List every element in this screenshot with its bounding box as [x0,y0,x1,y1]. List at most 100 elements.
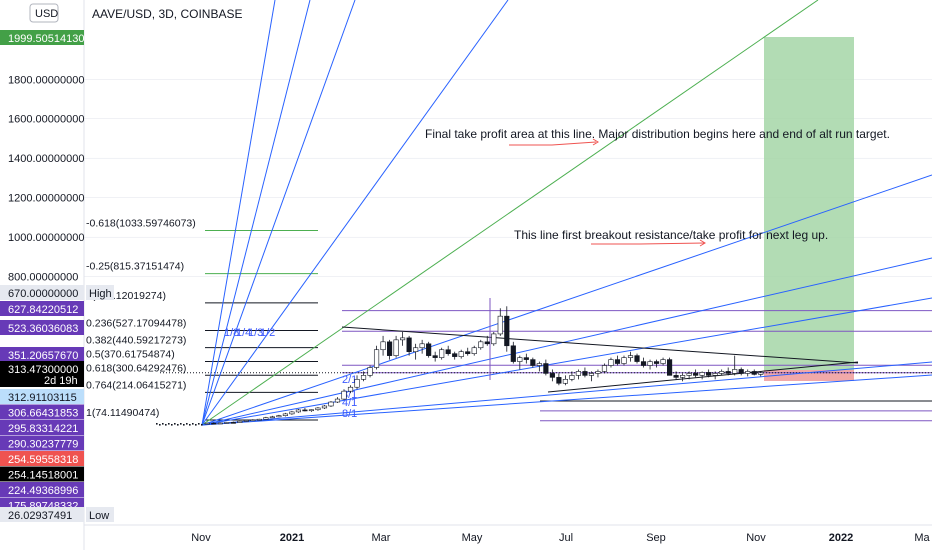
gann-fan-line [201,0,311,426]
candle-body [347,386,354,392]
x-tick-label: Nov [746,532,766,544]
gann-fan-label: 1/3 [248,327,263,339]
history-dot [159,424,161,426]
candle-body [543,363,549,374]
candle-body [263,417,269,420]
trend-lines [341,298,859,393]
fib-level-label: 0.382(440.59217273) [86,335,186,347]
candle-body [556,377,562,384]
annotation-breakout-resistance[interactable]: This line first breakout resistance/take… [514,228,828,242]
candle-body [458,351,464,357]
candle-body [562,379,568,384]
annotation-arrow-2 [699,239,706,247]
fib-level-label: 0.764(214.06415271) [86,379,186,391]
extreme-badge-label: High [89,288,112,300]
gann-fan-label: 1/8 [224,327,239,339]
candle-body [276,415,282,418]
extreme-badge-bg [86,507,114,522]
profit-zone [764,37,854,370]
fib-level-label: -0.25(815.37151474) [86,261,184,273]
candle-body [640,361,647,366]
gann-fan-line [201,0,356,426]
candle-body [373,349,380,368]
currency-badge[interactable] [29,3,59,23]
x-axis: Nov 2021 Mar May Jul Sep Nov 2022 Ma [191,532,930,544]
price-tag-bg [0,482,84,497]
candle-body [719,371,725,374]
candle-body [510,345,516,362]
history-dot [180,423,182,425]
candle-body [406,337,412,352]
candle-body [634,355,640,362]
candle-body [504,315,510,347]
gann-fan-label: 1/4 [236,327,251,339]
candle-body [419,343,425,349]
candle-body [588,373,595,376]
candle-body [315,407,321,411]
gann-fan-line [201,174,932,426]
price-tag-label: 523.36036083 [8,323,78,335]
price-tag-label: 351.20657670 [8,350,78,362]
candle-body [595,371,601,374]
price-tag-label: 313.47300000 [8,364,78,376]
candle-body [328,401,334,407]
annotation-final-take-profit[interactable]: Final take profit area at this line. Maj… [425,127,890,141]
candle-body [484,341,490,345]
history-dot [192,423,194,425]
candle-body [295,409,301,413]
gann-fan-line [201,0,509,426]
candle-body [302,409,308,412]
x-tick-label: Jul [559,532,573,544]
candle-body [660,359,666,364]
history-dot [156,423,158,425]
extreme-badge-bg [86,285,114,300]
candle-body [706,372,712,376]
history-dot [174,423,176,425]
history-dot [171,424,173,426]
candle-body [530,359,536,366]
candle-body [686,373,692,376]
candle-body [680,375,686,378]
position-zones [764,37,854,381]
candle-body [608,359,614,366]
price-tag-label: 224.49368996 [8,485,78,497]
candle-body [478,341,484,349]
candle-body [256,418,262,421]
candle-body [269,416,275,419]
fib-level-label: 0.5(370.61754874) [86,348,175,360]
candle-body [536,363,542,366]
annotation-arrow-1 [592,138,599,146]
y-axis: 800.00000000 1000.00000000 1200.00000000 14… [8,74,84,283]
price-tag-label: 295.83314221 [8,423,78,435]
history-dot [177,424,179,426]
price-tag-label: 1999.50514130 [8,33,84,45]
candle-body [758,372,764,375]
gann-fan-line [201,0,276,426]
gann-fan: 1/81/41/31/22/13/14/18/1 [201,0,932,426]
loss-zone [764,370,854,381]
history-dot [189,424,191,426]
fib-level-label: 0.618(300.64292476) [86,362,186,374]
candle-body [250,419,256,422]
price-tag-bg [0,285,84,300]
y-tick-label: 1200.00000000 [8,193,84,205]
candle-body [439,349,445,358]
candle-body [380,341,386,351]
x-tick-label: May [462,532,483,544]
candle-body [211,422,217,425]
price-tag-bg [0,404,84,420]
x-tick-label: Sep [646,532,666,544]
candle-body [667,359,673,376]
candle-body [575,371,581,376]
history-dot [168,423,170,425]
candle-body [387,341,393,356]
x-tick-label: Mar [372,532,391,544]
y-tick-label: 1600.00000000 [8,114,84,126]
candle-body [230,422,236,424]
trend-line-lower [547,361,859,393]
candle-body [745,371,751,374]
candle-body [243,420,249,422]
candle-body [426,343,432,356]
price-tag-label: 254.14518001 [8,470,78,482]
